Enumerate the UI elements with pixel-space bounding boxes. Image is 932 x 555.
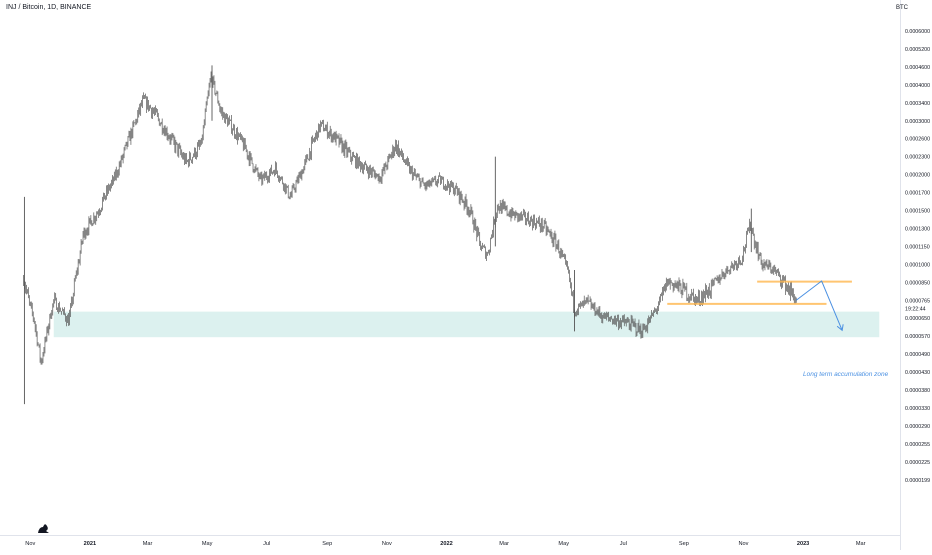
y-tick-label: 0.0000225 <box>905 460 930 466</box>
x-tick-label: 2023 <box>797 541 809 547</box>
y-tick-label: 0.0000490 <box>905 352 930 358</box>
y-tick-label: 0.0000290 <box>905 424 930 430</box>
x-tick-label: Mar <box>143 541 153 547</box>
x-tick-label: 2021 <box>84 541 96 547</box>
y-tick-label: 0.0002300 <box>905 155 930 161</box>
y-axis-unit: BTC <box>896 5 908 11</box>
y-tick-label: 0.0001000 <box>905 262 930 268</box>
logo-icon <box>38 524 49 533</box>
y-tick-label: 0.0001700 <box>905 191 930 197</box>
accumulation-zone-label: Long term accumulation zone <box>803 371 889 378</box>
accumulation-zone <box>53 311 880 338</box>
y-tick-label: 0.0000330 <box>905 406 930 412</box>
y-tick-label: 0.0000570 <box>905 334 930 340</box>
y-tick-label: 0.0005200 <box>905 47 930 53</box>
y-tick-label: 0.0003400 <box>905 101 930 107</box>
x-tick-label: Nov <box>382 541 392 547</box>
y-tick-label: 0.0000255 <box>905 442 930 448</box>
x-tick-label: May <box>558 541 569 547</box>
y-tick-label: 0.0000650 <box>905 316 930 322</box>
y-tick-label: 0.0004000 <box>905 83 930 89</box>
y-tick-label: 0.0000199 <box>905 478 930 484</box>
y-tick-label: 0.0000430 <box>905 370 930 376</box>
x-tick-label: Sep <box>679 541 689 547</box>
x-tick-label: Mar <box>856 541 866 547</box>
y-tick-label: 0.0001500 <box>905 209 930 215</box>
y-tick-label: 0.0000765 <box>905 298 930 304</box>
x-tick-label: Sep <box>322 541 332 547</box>
x-tick-label: Nov <box>25 541 35 547</box>
y-tick-label: 0.0001150 <box>905 244 930 250</box>
y-tick-label: 0.0001300 <box>905 226 930 232</box>
x-tick-label: Nov <box>739 541 749 547</box>
projection-arrow <box>795 280 843 331</box>
y-tick-label: 0.0006000 <box>905 29 930 35</box>
y-tick-label: 0.0004600 <box>905 65 930 71</box>
x-tick-label: Jul <box>620 541 627 547</box>
x-tick-label: Jul <box>263 541 270 547</box>
last-price-time: 19:22:44 <box>905 306 926 312</box>
y-tick-label: 0.0002000 <box>905 173 930 179</box>
y-tick-label: 0.0003000 <box>905 119 930 125</box>
x-tick-label: May <box>202 541 213 547</box>
candles <box>23 70 797 365</box>
y-tick-label: 0.0000850 <box>905 280 930 286</box>
y-tick-label: 0.0002600 <box>905 137 930 143</box>
x-tick-label: 2022 <box>440 541 452 547</box>
x-tick-label: Mar <box>499 541 509 547</box>
projection-arrowhead <box>836 324 844 332</box>
y-tick-label: 0.0000380 <box>905 388 930 394</box>
symbol-label: INJ / Bitcoin, 1D, BINANCE <box>6 4 92 11</box>
